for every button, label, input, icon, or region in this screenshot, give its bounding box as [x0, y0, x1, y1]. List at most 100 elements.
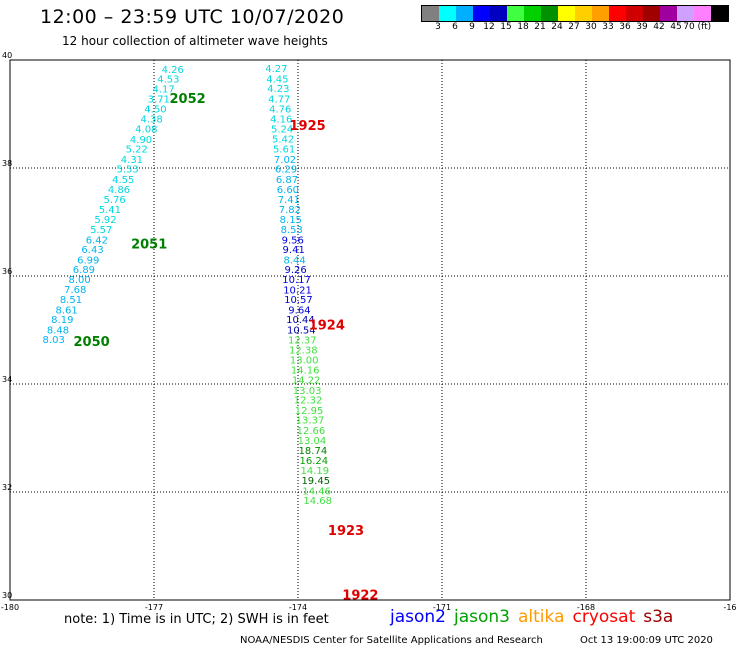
wave-height-value: 12.37	[288, 336, 317, 347]
color-swatch	[677, 6, 694, 21]
color-swatch	[609, 6, 626, 21]
y-tick-label: 40	[2, 51, 12, 60]
wave-height-value: 14.16	[291, 365, 320, 376]
color-swatch	[541, 6, 558, 21]
color-scale-label: 39	[636, 22, 648, 32]
y-tick-label: 34	[2, 375, 12, 384]
wave-height-value: 4.17	[152, 85, 174, 96]
color-swatch	[660, 6, 677, 21]
wave-height-value: 8.15	[280, 215, 302, 226]
x-tick-label: -174	[289, 603, 307, 612]
wave-height-value: 8.51	[60, 295, 82, 306]
wave-height-value: 6.29	[275, 165, 297, 176]
x-tick-label: -171	[433, 603, 451, 612]
wave-height-value: 10.17	[282, 275, 311, 286]
wave-height-value: 7.02	[274, 155, 296, 166]
wave-height-value: 5.53	[116, 165, 138, 176]
color-scale-label: 33	[602, 22, 614, 32]
color-swatch	[507, 6, 524, 21]
time-label: 2051	[131, 238, 167, 253]
wave-height-value: 8.48	[47, 325, 69, 336]
axis-tick-labels: -180 -177 -174 -171 -168 -16 30 32 34 36 38 40	[1, 51, 737, 612]
wave-height-value: 4.31	[121, 155, 143, 166]
wave-height-value: 14.19	[300, 466, 329, 477]
wave-height-value: 7.82	[279, 205, 301, 216]
time-label: 2050	[74, 335, 110, 350]
wave-height-value: 16.24	[300, 456, 329, 467]
color-swatch	[592, 6, 609, 21]
wave-height-value: 14.46	[302, 486, 331, 497]
y-tick-label: 32	[2, 483, 12, 492]
wave-height-value: 7.68	[64, 285, 86, 296]
wave-height-value: 5.24	[271, 125, 293, 136]
satellite-altika: altika	[518, 607, 565, 627]
wave-height-value: 19.45	[301, 476, 330, 487]
time-label: 2052	[170, 92, 206, 107]
time-label: 1924	[309, 319, 345, 334]
time-label: 1923	[328, 524, 364, 539]
wave-height-value: 13.04	[298, 436, 327, 447]
color-swatch	[422, 6, 439, 21]
wave-height-value: 4.26	[162, 65, 184, 76]
wave-height-value: 4.53	[157, 74, 179, 85]
color-scale-label: 27	[568, 22, 580, 32]
color-swatch	[473, 6, 490, 21]
satellite-s3a: s3a	[643, 607, 674, 627]
wave-height-value: 5.61	[273, 145, 295, 156]
wave-height-value: 10.21	[283, 286, 312, 297]
plot-frame	[9, 59, 731, 601]
wave-height-value: 4.90	[130, 135, 152, 146]
wave-height-value: 4.27	[265, 64, 287, 75]
wave-height-value: 6.99	[77, 255, 99, 266]
x-tick-label: -168	[577, 603, 595, 612]
wave-height-value: 8.61	[56, 305, 78, 316]
x-tick-label: -180	[1, 603, 19, 612]
color-scale-label: 21	[534, 22, 546, 32]
time-labels: 2052 2051 2050 1925 1924 1923 1922	[74, 92, 379, 604]
wave-height-value: 10.44	[286, 315, 315, 326]
wave-height-value: 8.00	[68, 275, 90, 286]
color-swatch	[490, 6, 507, 21]
color-scale-label: 70 (ft)	[683, 22, 712, 32]
time-label: 1922	[342, 589, 378, 604]
wave-height-value: 5.22	[126, 145, 148, 156]
wave-height-value: 7.41	[278, 195, 300, 206]
wave-height-value: 14.68	[303, 496, 332, 507]
wave-height-value: 4.76	[269, 105, 291, 116]
wave-height-value: 8.19	[51, 315, 73, 326]
satellite-jason2: jason2	[390, 607, 446, 627]
color-scale-label: 24	[551, 22, 563, 32]
wave-height-value: 6.42	[86, 235, 108, 246]
wave-height-value: 4.77	[268, 94, 290, 105]
color-scale-label: 18	[517, 22, 529, 32]
generated-timestamp: Oct 13 19:00:09 UTC 2020	[580, 635, 713, 646]
wave-height-value: 6.60	[277, 185, 299, 196]
color-scale-bar	[421, 5, 729, 22]
wave-height-value: 12.66	[297, 426, 326, 437]
wave-height-value: 9.64	[288, 305, 310, 316]
wave-height-value: 8.03	[43, 335, 65, 346]
y-tick-label: 30	[2, 591, 12, 600]
color-swatch	[626, 6, 643, 21]
color-swatch	[456, 6, 473, 21]
wave-height-value: 5.41	[99, 205, 121, 216]
wave-height-value: 6.43	[81, 245, 103, 256]
color-swatch	[439, 6, 456, 21]
wave-height-value: 4.45	[266, 74, 288, 85]
color-swatch	[711, 6, 728, 21]
color-scale-label: 30	[585, 22, 597, 32]
wave-height-value: 14.22	[292, 376, 321, 387]
satellite-cryosat: cryosat	[572, 607, 636, 627]
color-swatch	[575, 6, 592, 21]
time-label: 1925	[290, 119, 326, 134]
wave-height-value: 12.95	[295, 406, 324, 417]
grid-lines	[9, 59, 731, 601]
wave-height-value: 12.38	[289, 345, 318, 356]
color-scale-label: 3	[435, 22, 441, 32]
wave-height-value: 9.56	[282, 235, 304, 246]
wave-height-value: 13.00	[290, 356, 319, 367]
wave-height-value: 10.54	[287, 325, 316, 336]
wave-height-value: 13.03	[293, 386, 322, 397]
footer-note: note: 1) Time is in UTC; 2) SWH is in fe…	[64, 612, 329, 627]
